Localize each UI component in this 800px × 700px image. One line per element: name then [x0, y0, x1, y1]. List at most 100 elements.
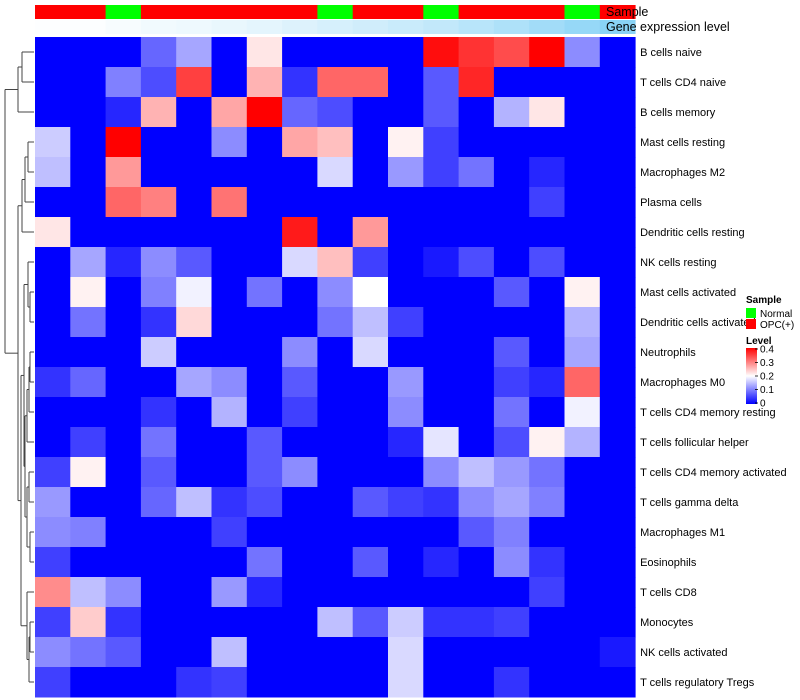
heatmap-cell [70, 427, 107, 458]
heatmap-cell [458, 607, 495, 638]
heatmap-cell [282, 187, 318, 218]
heatmap-cell [176, 577, 212, 608]
row-label: Eosinophils [640, 557, 697, 569]
heatmap-cell [105, 247, 142, 278]
sample-cell [493, 5, 530, 19]
level-colorbar [746, 348, 757, 404]
heatmap-cell [352, 217, 389, 248]
heatmap-cell [388, 277, 424, 308]
heatmap-cell [282, 607, 318, 638]
heatmap-cell [388, 367, 424, 398]
heatmap-cell [140, 367, 177, 398]
heatmap-cell [246, 97, 283, 128]
heatmap-cell [176, 607, 212, 638]
heatmap-cell [423, 217, 460, 248]
heatmap-cell [529, 157, 565, 188]
heatmap-cell [246, 607, 283, 638]
heatmap-cell [423, 157, 460, 188]
heatmap-cell [282, 577, 318, 608]
level-tick-label: 0 [760, 399, 766, 410]
heatmap-cell [140, 487, 177, 518]
heatmap-cell [599, 187, 636, 218]
heatmap-cell [282, 247, 318, 278]
heatmap-cell [35, 127, 71, 158]
heatmap-cell [352, 427, 389, 458]
heatmap-cell [564, 37, 601, 68]
heatmap-cell [564, 127, 601, 158]
row-label: Macrophages M2 [640, 167, 725, 179]
row-label: T cells CD4 memory resting [640, 407, 776, 419]
heatmap-cell [105, 577, 142, 608]
heatmap-cell [282, 217, 318, 248]
gene-expression-cell [176, 20, 212, 34]
heatmap-cell [35, 37, 71, 68]
heatmap-cell [35, 187, 71, 218]
heatmap-cell [423, 247, 460, 278]
heatmap-cell [140, 607, 177, 638]
row-label: B cells naive [640, 47, 702, 59]
heatmap-cell [246, 217, 283, 248]
heatmap-cell [458, 337, 495, 368]
heatmap-cell [176, 457, 212, 488]
heatmap-cell [317, 127, 354, 158]
heatmap-cell [388, 547, 424, 578]
heatmap-cell [529, 277, 565, 308]
heatmap-cell [599, 247, 636, 278]
row-label: Dendritic cells resting [640, 227, 745, 239]
heatmap-cell [529, 517, 565, 548]
heatmap-cell [211, 337, 248, 368]
heatmap-cell [352, 577, 389, 608]
heatmap-cell [105, 187, 142, 218]
heatmap-cell [70, 67, 107, 98]
heatmap-cell [282, 97, 318, 128]
heatmap-cell [35, 517, 71, 548]
heatmap-cell [599, 307, 636, 338]
heatmap-cell [70, 607, 107, 638]
heatmap-cell [317, 637, 354, 668]
row-label: Mast cells activated [640, 287, 736, 299]
heatmap-cell [529, 427, 565, 458]
heatmap-cell [246, 397, 283, 428]
heatmap-cell [246, 487, 283, 518]
gene-expression-cell [105, 20, 142, 34]
heatmap-cell [105, 517, 142, 548]
legend-swatch-opc [746, 319, 756, 329]
heatmap-cell [458, 577, 495, 608]
heatmap-cell [599, 337, 636, 368]
heatmap-cell [140, 97, 177, 128]
heatmap-cell [140, 187, 177, 218]
heatmap-cell [282, 127, 318, 158]
heatmap-cell [282, 427, 318, 458]
heatmap-cell [246, 637, 283, 668]
level-tick-label: 0.4 [760, 345, 774, 356]
heatmap-cell [493, 547, 530, 578]
heatmap-cell [564, 67, 601, 98]
heatmap-cell [493, 457, 530, 488]
heatmap-cell [317, 517, 354, 548]
heatmap-cell [246, 547, 283, 578]
gene-expression-cell [599, 20, 636, 34]
heatmap-cell [423, 637, 460, 668]
heatmap-cell [423, 487, 460, 518]
heatmap-cell [211, 37, 248, 68]
sample-annotation-bar [35, 5, 636, 19]
heatmap-cell [564, 547, 601, 578]
heatmap-cell [564, 307, 601, 338]
heatmap-cell [105, 337, 142, 368]
heatmap-cell [140, 67, 177, 98]
heatmap-cell [529, 577, 565, 608]
heatmap-cell [599, 667, 636, 698]
heatmap-cell [458, 97, 495, 128]
row-label: T cells CD4 naive [640, 77, 726, 89]
heatmap-cell [246, 577, 283, 608]
heatmap-cell [246, 307, 283, 338]
heatmap-cell [423, 277, 460, 308]
heatmap-cell [599, 547, 636, 578]
heatmap-cell [564, 337, 601, 368]
heatmap-cell [599, 97, 636, 128]
heatmap-cell [599, 427, 636, 458]
heatmap-cell [70, 217, 107, 248]
heatmap-cell [105, 97, 142, 128]
heatmap-cell [282, 67, 318, 98]
sample-cell [458, 5, 495, 19]
